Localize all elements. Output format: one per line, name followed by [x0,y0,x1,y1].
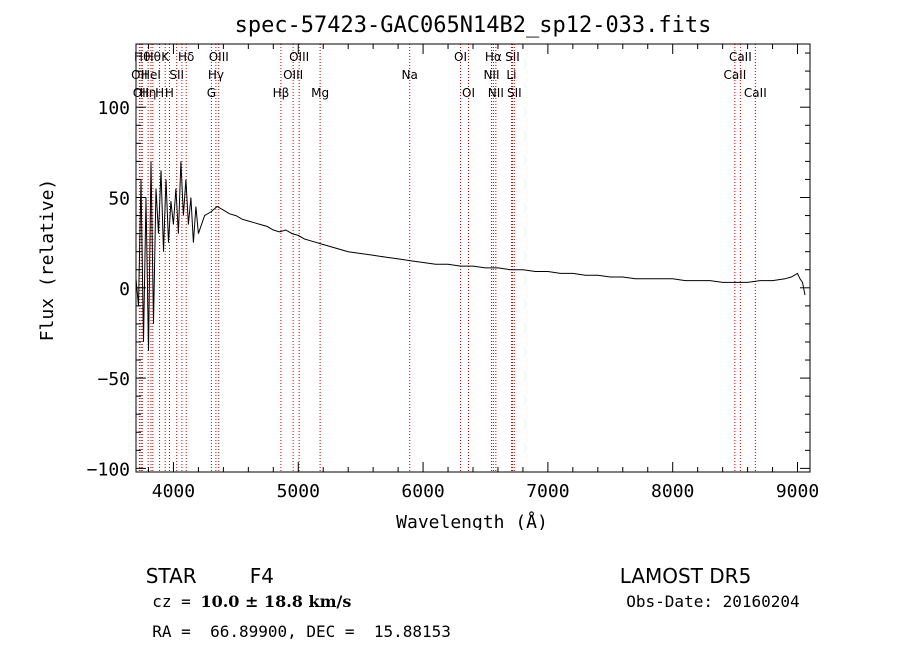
class-label: STAR [145,564,197,588]
redshift-line: cz = 10.0 ± 18.8 km/s [133,573,351,611]
line-marker-label: NII [483,68,499,82]
line-marker-label: SII [169,68,184,82]
line-marker-label: Hθ [145,50,161,64]
x-tick-label: 8000 [651,481,694,502]
observation-date: Obs-Date: 20160204 [607,573,800,611]
line-marker-label: OII [131,68,148,82]
y-tick-label: 0 [119,279,130,300]
axes: 4000 5000 6000 7000 8000 9000 −100 −50 0 50 100 [87,43,819,502]
survey-name: LAMOST DR5 [607,540,752,588]
y-tick-label: 50 [108,189,130,210]
line-marker-label: NII [488,86,504,100]
coordinates: RA = 66.89900, DEC = 15.88153 [133,603,451,641]
object-subclass: F4 [237,540,274,588]
line-marker-label: Na [402,68,418,82]
line-marker-label: CaII [729,50,752,64]
object-class: STAR [133,540,197,588]
y-axis-label: Flux (relative) [37,179,58,342]
subclass-label: F4 [249,564,274,588]
survey-label: LAMOST DR5 [619,564,752,588]
line-marker-label: Hα [485,50,502,64]
line-marker-label: HeI [141,68,161,82]
line-marker-label: OI [462,86,475,100]
line-marker-label: G [207,86,216,100]
x-tick-label: 9000 [776,481,819,502]
spectrum-chart: spec-57423-GAC065N14B2_sp12-033.fits OII… [37,13,820,530]
y-tick-label: −100 [87,459,130,480]
chart-title: spec-57423-GAC065N14B2_sp12-033.fits [235,13,712,38]
line-marker-label: Hδ [178,50,194,64]
line-marker-label: Mg [311,86,329,100]
x-axis-label: Wavelength (Å) [396,511,548,530]
line-marker-label: SII [505,50,520,64]
spectrum-series [135,161,806,352]
line-marker-label: OIII [283,68,303,82]
y-tick-label: −50 [97,369,130,390]
obs-date-label: Obs-Date: 20160204 [626,592,800,611]
x-tick-label: 4000 [152,481,195,502]
spectral-line-markers: OIIOIIHθHηHeIHθHKHSIIHδGHγOIIIHβOIIIOIII… [131,44,767,472]
line-marker-label: Hη [140,86,157,100]
line-marker-label: SII [507,86,522,100]
x-tick-label: 5000 [277,481,320,502]
line-marker-label: Hγ [208,68,224,82]
line-marker-label: H [165,86,174,100]
line-marker-label: CaII [723,68,746,82]
line-marker-label: CaII [744,86,767,100]
line-marker-label: OIII [209,50,229,64]
cz-value: 10.0 ± 18.8 km/s [200,592,352,611]
line-marker-label: H [155,86,164,100]
line-marker-label: Hβ [273,86,290,100]
radec-label: RA = 66.89900, DEC = 15.88153 [152,622,451,641]
x-tick-label: 6000 [401,481,444,502]
cz-prefix: cz = [152,592,201,611]
y-tick-label: 100 [97,98,130,119]
line-marker-label: K [161,50,170,64]
line-marker-label: OI [454,50,467,64]
line-marker-label: Li [506,68,516,82]
line-marker-label: OIII [289,50,309,64]
spectrum-line [135,161,806,352]
x-tick-label: 7000 [526,481,569,502]
